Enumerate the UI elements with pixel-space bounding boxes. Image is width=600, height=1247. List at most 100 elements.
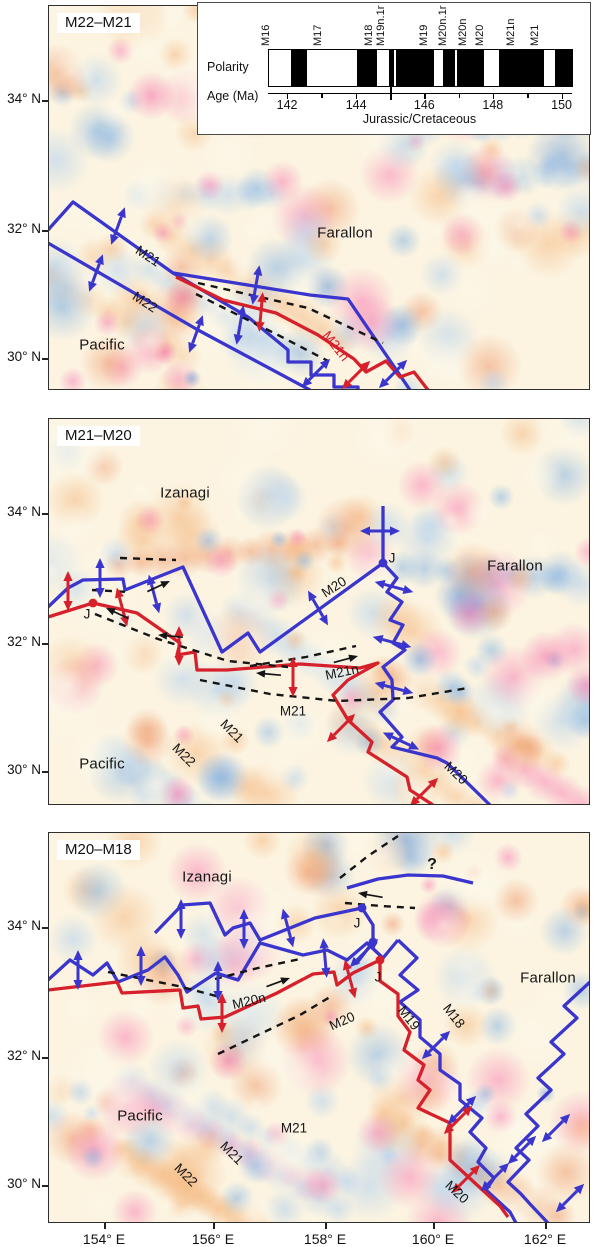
triple-junction-dot — [357, 903, 367, 913]
y-axis-tick-label: 34° N — [7, 918, 41, 933]
polarity-block-white — [377, 50, 389, 86]
x-axis-tick-label: 158° E — [303, 1231, 347, 1247]
arrowhead — [507, 1153, 519, 1165]
flowline-dashed — [249, 644, 357, 668]
plate-label: Pacific — [79, 336, 125, 354]
arrowhead — [555, 1201, 567, 1213]
y-axis-tick — [42, 230, 48, 232]
plate-label: Izanagi — [182, 868, 232, 886]
isochron-line-blue — [396, 938, 518, 1223]
junction-label: J — [353, 915, 361, 931]
y-axis-tick — [42, 927, 48, 929]
spreading-direction-arrow — [307, 364, 325, 382]
arrowhead — [117, 207, 126, 219]
polarity-timescale-inset: Polarity Age (Ma) Jurassic/Cretaceous M1… — [197, 2, 591, 135]
flowline-dashed — [344, 901, 416, 910]
age-tick-label: 142 — [276, 98, 298, 112]
junction-label: J — [374, 969, 382, 985]
chron-label: M18 — [362, 24, 375, 46]
spreading-direction-arrow — [117, 596, 127, 618]
era-label: Jurassic/Cretaceous — [362, 112, 477, 126]
arrowhead — [174, 626, 184, 636]
arrowhead — [255, 321, 265, 332]
y-axis-tick — [42, 513, 48, 515]
triple-junction-dot — [375, 955, 385, 965]
age-major-tick — [492, 93, 494, 99]
isochron-line-blue — [346, 873, 474, 890]
arrowhead — [174, 656, 184, 666]
plate-label: Farallon — [317, 224, 373, 242]
chron-label: M20n.1r — [437, 5, 450, 46]
arrowhead — [288, 657, 298, 667]
arrowhead — [349, 956, 361, 968]
x-axis-tick-label: 162° E — [523, 1231, 567, 1247]
spreading-direction-arrow — [355, 944, 373, 962]
flowline-dashed — [107, 970, 221, 999]
arrowhead — [447, 1113, 459, 1125]
panel-title: M20–M18 — [57, 840, 140, 860]
flowline-dashed — [195, 292, 329, 363]
age-axis-label: Age (Ma) — [207, 89, 259, 103]
polarity-block-white — [394, 50, 397, 86]
flowline-dashed — [217, 995, 331, 1056]
arrowhead — [213, 961, 223, 971]
spreading-direction-arrow — [311, 598, 325, 618]
arrowhead — [301, 376, 313, 388]
motion-arrow — [266, 979, 285, 988]
y-axis-tick-label: 32° N — [7, 1048, 41, 1063]
jurassic-cretaceous-boundary-tick — [390, 86, 392, 100]
arrowhead — [319, 938, 329, 949]
triple-junction-dot — [88, 598, 98, 608]
arrowhead — [344, 713, 356, 725]
arrowhead — [402, 686, 414, 696]
polarity-block-white — [543, 50, 556, 86]
y-axis-tick — [42, 1185, 48, 1187]
y-axis-tick-label: 34° N — [7, 504, 41, 519]
arrowhead — [541, 1131, 553, 1143]
polarity-block-black — [357, 50, 378, 86]
spreading-direction-arrow — [383, 582, 405, 592]
arrowhead — [114, 587, 124, 599]
y-axis-tick — [42, 100, 48, 102]
arrowhead — [480, 1180, 492, 1192]
arrowhead — [326, 731, 338, 743]
arrowhead — [319, 614, 328, 626]
anomaly-label: M21 — [279, 703, 307, 719]
spreading-direction-arrow — [513, 1141, 531, 1159]
isochron-line-red — [48, 958, 510, 1218]
arrowhead — [410, 795, 421, 805]
motion-arrow — [163, 634, 183, 639]
age-major-tick — [356, 93, 358, 99]
x-axis-tick — [104, 1223, 106, 1229]
arrowhead — [95, 254, 104, 266]
x-axis-tick-label: 160° E — [411, 1231, 455, 1247]
spreading-direction-arrow — [383, 683, 405, 693]
panel-title: M21–M20 — [57, 426, 140, 446]
arrowhead — [288, 687, 298, 697]
isochron-line-blue — [48, 200, 412, 390]
arrowhead — [63, 571, 73, 581]
spreading-direction-arrow — [347, 366, 365, 384]
isochron-line-blue — [48, 938, 400, 994]
arrowhead — [176, 929, 186, 939]
motion-arrowhead — [158, 631, 168, 640]
spreading-direction-arrow — [457, 1170, 475, 1188]
age-major-tick — [561, 93, 563, 99]
polarity-block-black — [290, 50, 308, 86]
arrowhead — [400, 640, 412, 650]
arrowhead — [443, 1123, 455, 1135]
chron-label: M20 — [473, 24, 486, 46]
arrowhead — [348, 987, 358, 999]
arrowhead — [73, 980, 83, 990]
age-tick-label: 144 — [345, 98, 367, 112]
arrowhead — [378, 377, 390, 389]
spreading-direction-arrow — [322, 947, 328, 969]
motion-arrow — [146, 582, 165, 593]
isochron-line-red — [48, 601, 434, 805]
isochron-overlay — [48, 835, 590, 1223]
polarity-bar — [268, 49, 573, 87]
age-tick-label: 148 — [482, 98, 504, 112]
flowline-dashed — [119, 556, 177, 562]
motion-arrow — [111, 609, 130, 620]
spreading-direction-arrow — [283, 917, 293, 939]
